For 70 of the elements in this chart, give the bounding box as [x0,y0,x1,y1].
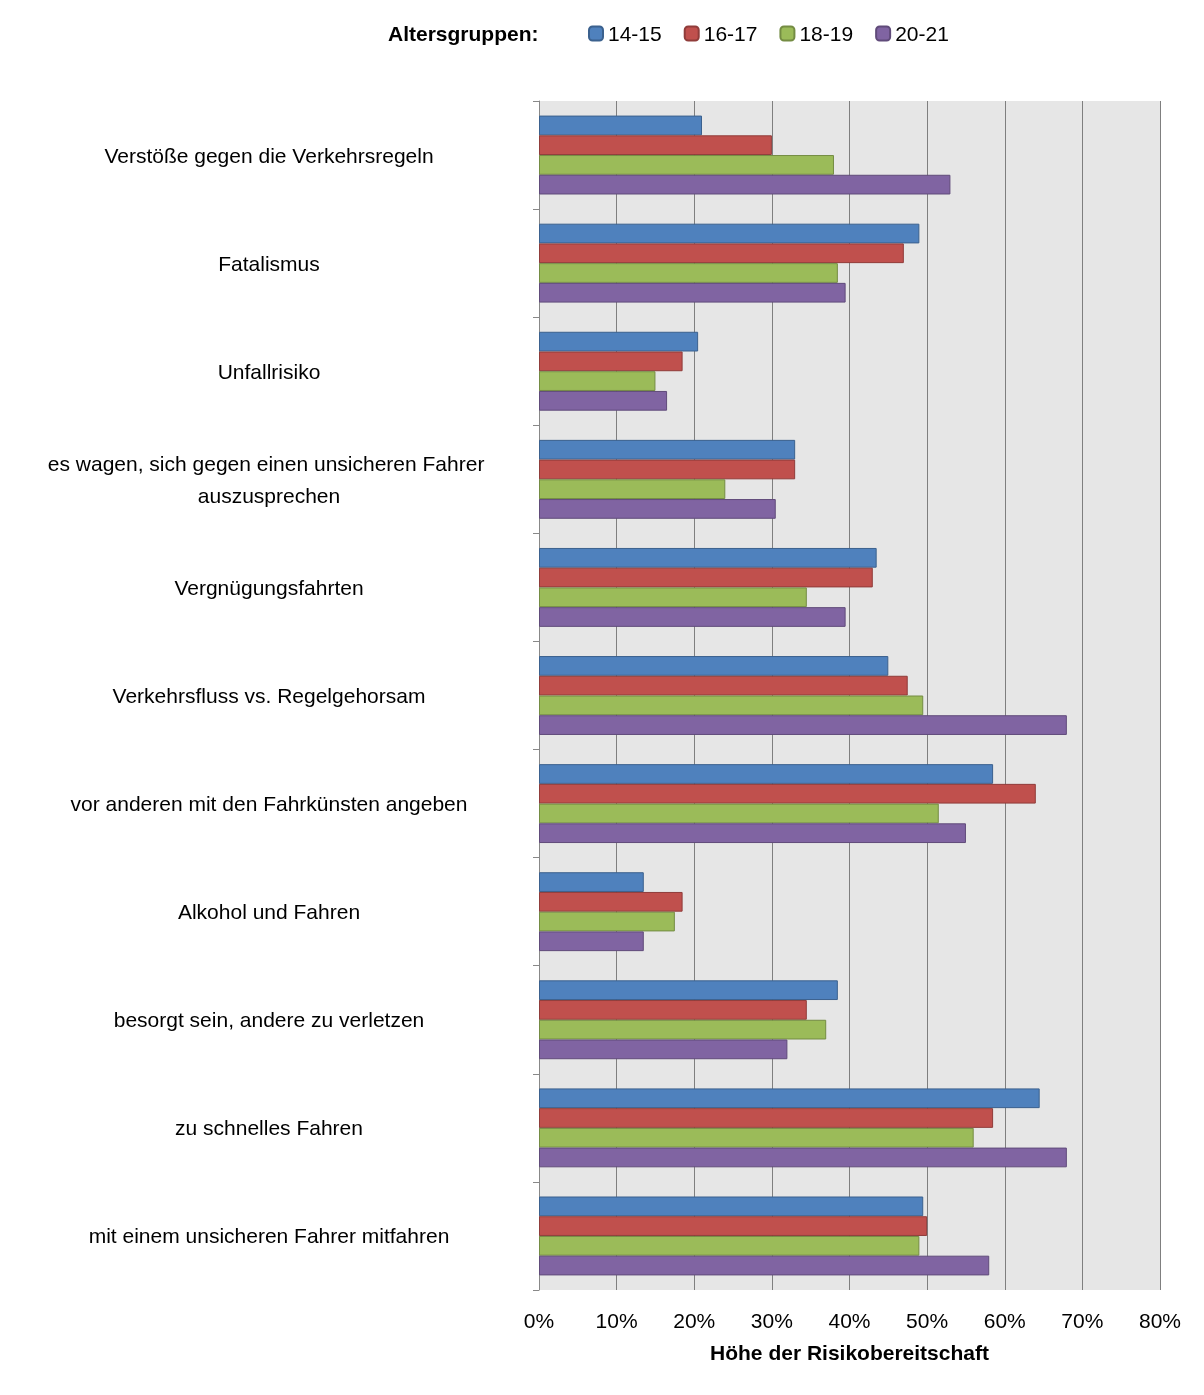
bar [539,223,920,244]
y-tick-label: Verkehrsfluss vs. Regelgehorsam [112,684,426,707]
y-tick-label: Vergnügungsfahrten [174,575,364,599]
bar [539,872,644,892]
x-tick-label: 80% [1138,1309,1182,1332]
bar [539,587,807,608]
y-tick-label: Fatalismus [218,251,320,275]
x-tick-label: 10% [595,1309,638,1332]
bar [539,1196,924,1217]
bar [539,390,668,411]
bar [539,351,683,372]
bar [539,115,703,136]
bar [539,675,908,696]
bar [539,1255,990,1276]
bar [539,371,656,391]
bar [539,439,796,460]
bar [539,1039,788,1060]
bar [539,1235,920,1256]
bar [539,715,1067,735]
x-tick-label: 70% [1061,1309,1104,1332]
bar [539,803,939,824]
bar [539,243,904,264]
bar [539,891,683,912]
bar [539,499,776,519]
y-tick-label: zu schnelles Fahren [175,1116,363,1140]
y-tick-label: Verstöße gegen die Verkehrsregeln [104,143,434,167]
bar [539,783,1036,804]
y-tick-label: vor anderen mit den Fahrkünsten angeben [70,792,468,816]
bar [539,174,951,195]
y-tick-label: Alkohol und Fahren [177,900,361,924]
y-tick-label: Unfallrisiko [217,359,321,383]
bar [539,282,846,303]
y-tick-label: besorgt sein, andere zu verletzen [113,1008,425,1032]
bar [539,459,796,480]
x-tick-label: 50% [906,1309,949,1332]
bar [539,547,877,568]
bar [539,656,889,676]
legend-label: 16-17 [703,22,758,45]
bar [539,331,699,352]
bar [539,1000,807,1020]
bar [539,764,994,784]
bar [539,980,838,1001]
x-tick-label: 30% [750,1309,793,1332]
x-tick-label: 0% [523,1309,555,1332]
bar [539,1019,827,1040]
bar [539,695,924,716]
x-axis-title: Höhe der Risikobereitschaft [710,1341,989,1364]
y-tick-label: mit einem unsicheren Fahrer mitfahren [88,1224,450,1248]
bar [539,155,834,175]
bar [539,931,644,952]
bar [539,911,675,932]
bar [539,1108,994,1128]
x-tick-label: 40% [828,1309,871,1332]
bar [539,823,966,844]
legend-label: 20-21 [895,22,949,45]
y-tick-label: es wagen, sich gegen einen unsicheren Fahrer auszusprechen [47,451,491,507]
x-tick-label: 60% [983,1309,1026,1332]
bar [539,135,772,156]
bar [539,1147,1067,1168]
x-tick-label: 20% [673,1309,716,1332]
bar [539,567,873,588]
bar [539,1088,1040,1109]
bar [539,479,726,500]
bar [539,1216,928,1236]
legend-label: 14-15 [608,22,662,45]
bar [539,1127,974,1148]
legend-label: 18-19 [799,22,854,45]
bar [539,263,838,283]
legend-title: Altersgruppen: [388,22,539,45]
bar [539,607,846,627]
